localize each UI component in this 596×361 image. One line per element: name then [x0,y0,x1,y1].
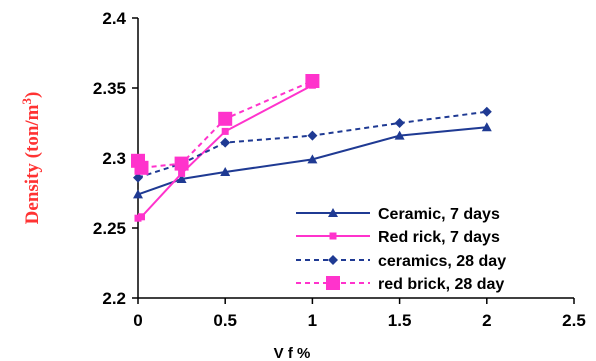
data-point [307,154,318,164]
data-point [133,172,143,183]
y-tick-label: 2.3 [102,149,126,168]
x-ticks: 0 0.5 1 1.5 2 2.5 [133,298,586,330]
data-point [133,189,143,199]
data-point [307,130,318,141]
y-tick-label: 2.4 [102,9,126,28]
y-axis-title: Density (ton/m3) [19,92,44,225]
y-axis-title-superscript: 3 [19,98,34,105]
data-point [174,156,189,171]
x-tick-label: 2.5 [562,311,586,330]
legend-label: Ceramic, 7 days [378,206,500,223]
series-3 [133,106,492,183]
legend-label: red brick, 28 day [378,276,504,293]
y-tick-label: 2.35 [93,79,126,98]
data-point [137,213,145,221]
data-point [394,118,405,128]
x-tick-label: 2 [482,311,491,330]
data-point [220,137,231,148]
series-line [137,110,487,179]
series-2 [134,81,316,222]
data-point [134,160,149,175]
data-point [178,169,186,177]
y-tick-label: 2.25 [93,219,126,238]
data-point [176,174,187,183]
x-tick-label: 0 [133,311,142,330]
legend-item: red brick, 28 day [296,276,504,293]
data-point [481,106,492,117]
y-axis-title-text: Density (ton/m [22,104,43,224]
legend-marker [328,208,338,217]
legend-marker [326,276,340,290]
data-point [220,167,231,176]
legend: Ceramic, 7 days Red rick, 7 days ceramics,… [292,196,573,297]
data-point [305,74,320,88]
data-point [221,127,229,135]
x-axis-title: V f % [274,345,311,361]
legend-marker [328,255,338,265]
legend-label: ceramics, 28 day [378,253,506,270]
x-tick-label: 1.5 [388,311,412,330]
legend-item: Ceramic, 7 days [296,206,500,223]
y-tick-label: 2.2 [102,289,126,308]
legend-label: Red rick, 7 days [378,229,500,246]
data-point [218,111,233,126]
data-point [394,130,405,140]
x-tick-label: 1 [308,311,317,330]
series-group [131,74,492,222]
x-tick-label: 0.5 [213,311,237,330]
data-point [481,122,492,132]
legend-item: Red rick, 7 days [296,229,500,246]
series-4 [131,74,320,175]
series-line [137,84,313,220]
y-axis-title-close: ) [22,92,43,98]
legend-marker [329,232,337,240]
y-ticks: 2.2 2.25 2.3 2.35 2.4 [93,9,138,308]
legend-item: ceramics, 28 day [296,253,506,270]
